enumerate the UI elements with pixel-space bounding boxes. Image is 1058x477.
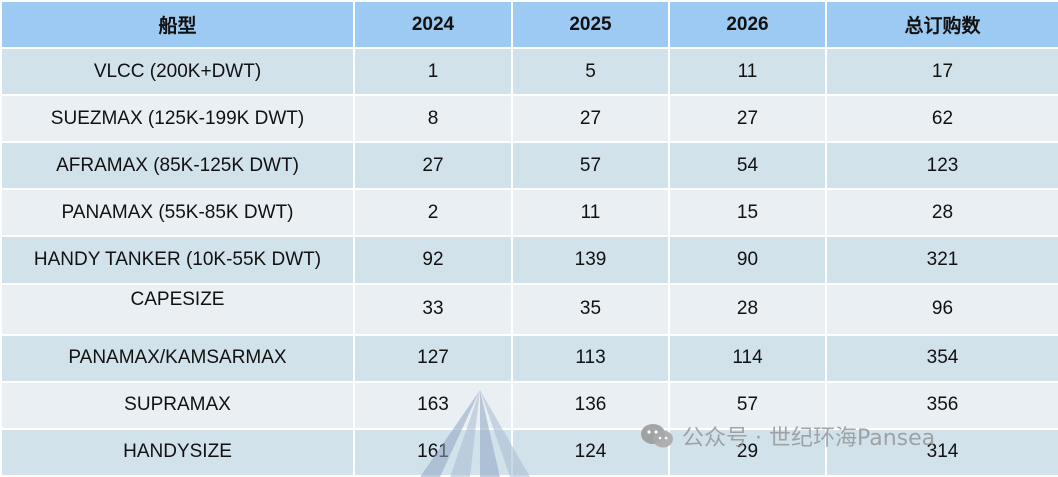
cell-2025: 5 — [511, 46, 670, 97]
cell-total: 354 — [825, 333, 1058, 383]
cell-total: 321 — [825, 235, 1058, 285]
cell-ship-type: SUPRAMAX — [0, 380, 355, 430]
table-row: AFRAMAX (85K-125K DWT) 27 57 54 123 — [0, 141, 1058, 191]
cell-2026: 90 — [668, 235, 827, 285]
cell-ship-type: PANAMAX/KAMSARMAX — [0, 333, 355, 383]
cell-2025: 35 — [511, 282, 670, 336]
cell-total: 314 — [825, 427, 1058, 477]
cell-total: 96 — [825, 282, 1058, 336]
table-row: SUEZMAX (125K-199K DWT) 8 27 27 62 — [0, 94, 1058, 144]
table-row: PANAMAX (55K-85K DWT) 2 11 15 28 — [0, 188, 1058, 238]
cell-ship-type: VLCC (200K+DWT) — [0, 46, 355, 97]
cell-2025: 136 — [511, 380, 670, 430]
table-header-row: 船型 2024 2025 2026 总订购数 — [0, 0, 1058, 49]
cell-2025: 11 — [511, 188, 670, 238]
cell-2025: 113 — [511, 333, 670, 383]
cell-2024: 8 — [353, 94, 513, 144]
cell-2025: 27 — [511, 94, 670, 144]
header-total-orders: 总订购数 — [825, 0, 1058, 49]
cell-2024: 127 — [353, 333, 513, 383]
cell-2024: 92 — [353, 235, 513, 285]
cell-2026: 11 — [668, 46, 827, 97]
table-row: HANDYSIZE 161 124 29 314 — [0, 427, 1058, 477]
cell-total: 17 — [825, 46, 1058, 97]
cell-2026: 29 — [668, 427, 827, 477]
cell-2024: 1 — [353, 46, 513, 97]
cell-2024: 163 — [353, 380, 513, 430]
cell-ship-type: AFRAMAX (85K-125K DWT) — [0, 141, 355, 191]
cell-2026: 28 — [668, 282, 827, 336]
cell-ship-type: HANDYSIZE — [0, 427, 355, 477]
cell-2025: 124 — [511, 427, 670, 477]
cell-2026: 114 — [668, 333, 827, 383]
cell-2024: 27 — [353, 141, 513, 191]
table-row: PANAMAX/KAMSARMAX 127 113 114 354 — [0, 333, 1058, 383]
cell-ship-type: CAPESIZE — [0, 282, 355, 336]
table-row: VLCC (200K+DWT) 1 5 11 17 — [0, 46, 1058, 97]
cell-2024: 161 — [353, 427, 513, 477]
table-row: HANDY TANKER (10K-55K DWT) 92 139 90 321 — [0, 235, 1058, 285]
header-2024: 2024 — [353, 0, 513, 49]
cell-2026: 15 — [668, 188, 827, 238]
cell-2024: 33 — [353, 282, 513, 336]
cell-ship-type: PANAMAX (55K-85K DWT) — [0, 188, 355, 238]
table-row: SUPRAMAX 163 136 57 356 — [0, 380, 1058, 430]
cell-ship-type: SUEZMAX (125K-199K DWT) — [0, 94, 355, 144]
cell-2024: 2 — [353, 188, 513, 238]
cell-2025: 57 — [511, 141, 670, 191]
cell-ship-type: HANDY TANKER (10K-55K DWT) — [0, 235, 355, 285]
cell-2026: 27 — [668, 94, 827, 144]
header-ship-type: 船型 — [0, 0, 355, 49]
cell-total: 123 — [825, 141, 1058, 191]
cell-2026: 57 — [668, 380, 827, 430]
cell-total: 28 — [825, 188, 1058, 238]
header-2025: 2025 — [511, 0, 670, 49]
table-row: CAPESIZE 33 35 28 96 — [0, 282, 1058, 336]
cell-total: 62 — [825, 94, 1058, 144]
cell-total: 356 — [825, 380, 1058, 430]
header-2026: 2026 — [668, 0, 827, 49]
cell-2026: 54 — [668, 141, 827, 191]
cell-2025: 139 — [511, 235, 670, 285]
